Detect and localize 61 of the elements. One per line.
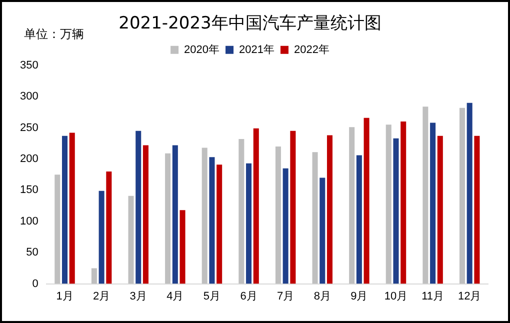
y-tick-label: 0 (32, 278, 38, 290)
bar (275, 146, 281, 284)
bar (422, 106, 428, 284)
x-tick-label: 11月 (422, 290, 444, 302)
y-tick-label: 150 (20, 184, 38, 196)
x-tick-label: 3月 (130, 290, 147, 302)
bar (69, 132, 75, 284)
x-tick-label: 2月 (92, 290, 110, 302)
bar (142, 145, 148, 284)
bar (466, 102, 472, 284)
y-axis-title: 单位：万辆 (24, 26, 84, 43)
y-tick-label: 100 (20, 215, 38, 228)
bar (459, 108, 465, 284)
bar (54, 174, 60, 284)
bar (320, 178, 326, 284)
bar (238, 139, 244, 284)
bar (91, 268, 97, 284)
bar (106, 171, 112, 284)
bar (180, 210, 186, 284)
bar (246, 163, 252, 284)
x-tick-label: 4月 (166, 290, 184, 302)
legend-label: 2021年 (239, 44, 274, 56)
legend-label: 2022年 (294, 44, 330, 56)
bar (128, 196, 134, 284)
bar (326, 135, 333, 284)
bar (136, 130, 142, 284)
y-tick-label: 200 (20, 153, 38, 166)
x-tick-label: 7月 (277, 290, 294, 302)
bar (393, 138, 399, 284)
bar (253, 128, 259, 284)
bar (282, 168, 288, 284)
bar (386, 124, 392, 284)
bar (364, 118, 370, 284)
bar (349, 127, 355, 284)
y-tick-label: 350 (20, 59, 38, 72)
bar (202, 148, 208, 284)
bar (62, 136, 68, 284)
bar (356, 155, 362, 284)
bar (474, 136, 480, 284)
y-tick-label: 300 (20, 90, 38, 103)
x-tick-label: 12月 (458, 290, 482, 302)
bar (430, 122, 436, 284)
bar (437, 136, 443, 284)
bar (165, 153, 171, 284)
bar (98, 190, 104, 284)
x-tick-label: 10月 (384, 290, 408, 302)
bar (209, 157, 215, 284)
x-tick-label: 6月 (240, 290, 258, 302)
x-tick-label: 8月 (314, 290, 331, 302)
x-tick-label: 5月 (203, 290, 221, 302)
chart-title: 2021-2023年中国汽车产量统计图 (118, 14, 382, 34)
x-tick-label: 9月 (350, 290, 368, 302)
y-tick-label: 250 (20, 122, 38, 134)
x-tick-label: 1月 (56, 290, 74, 302)
legend-label: 2020年 (184, 44, 220, 56)
bar (290, 130, 296, 284)
bar (216, 164, 222, 284)
y-tick-label: 50 (26, 246, 38, 259)
bar (172, 145, 178, 284)
bar (312, 152, 318, 284)
bar (400, 122, 406, 284)
